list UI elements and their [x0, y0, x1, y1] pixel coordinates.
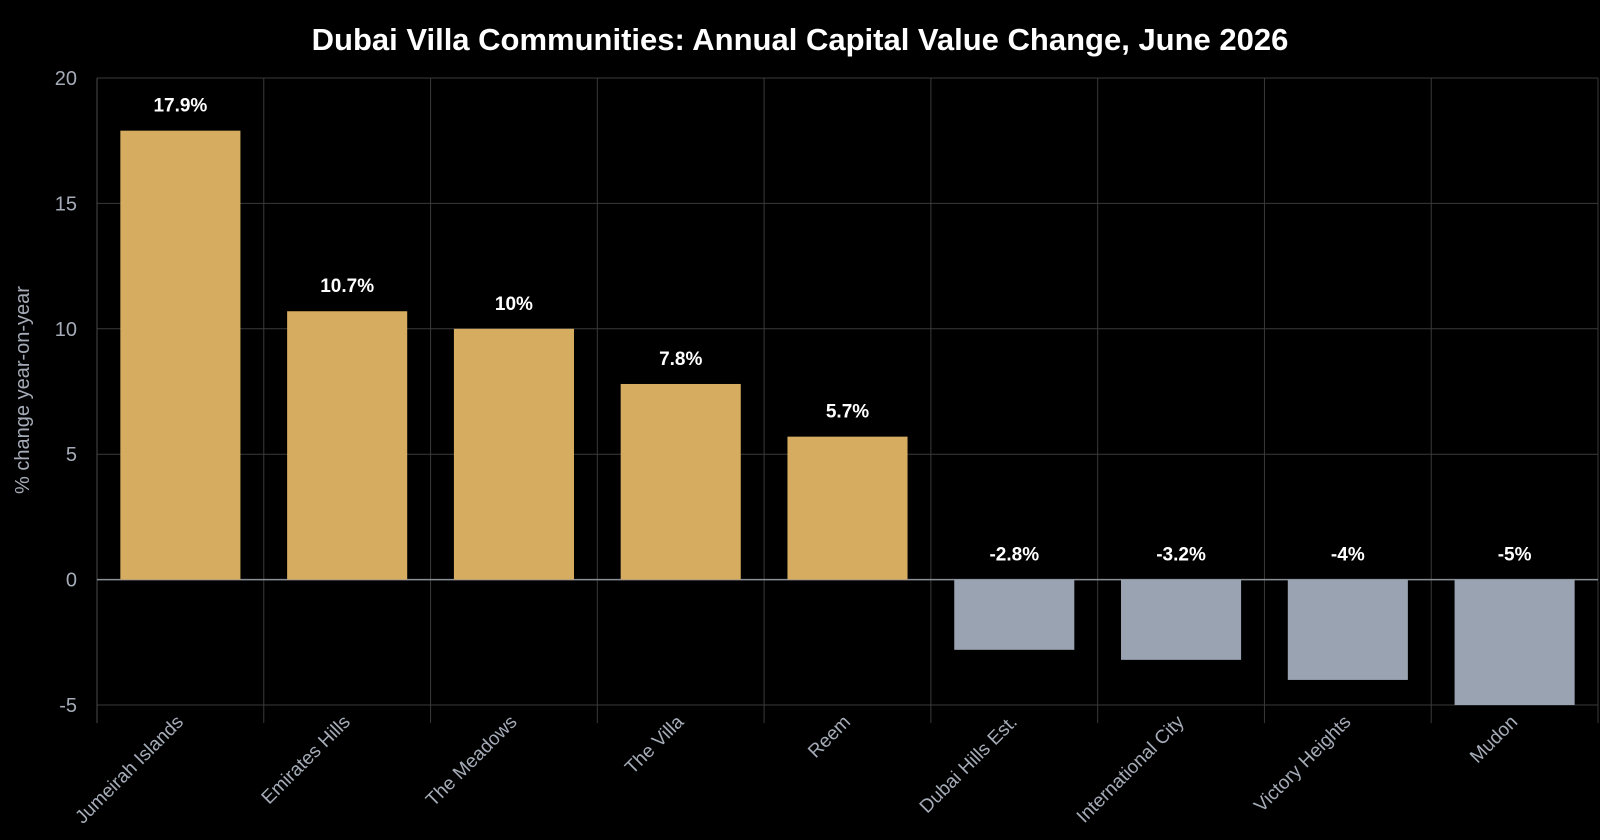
x-tick-label: The Meadows: [422, 712, 521, 811]
y-tick-label: 20: [55, 68, 77, 90]
x-tick-label: Dubai Hills Est.: [916, 712, 1022, 818]
bars-layer: [120, 130, 1575, 705]
x-tick-label: Victory Heights: [1250, 712, 1355, 817]
x-tick-label: International City: [1073, 711, 1189, 827]
data-label: 10.7%: [320, 276, 374, 297]
x-tick-label: Mudon: [1466, 712, 1522, 768]
x-tick-label: Jumeirah Islands: [72, 712, 188, 828]
y-tick-label: -5: [59, 695, 77, 717]
x-tick-label: Reem: [804, 712, 855, 763]
y-tick-label: 0: [66, 570, 77, 592]
x-tick-label: The Villa: [621, 711, 688, 778]
bar: [620, 383, 741, 580]
x-tick-label: Emirates Hills: [258, 712, 355, 809]
bar: [1454, 579, 1575, 705]
data-label: -3.2%: [1156, 545, 1206, 566]
data-label: 10%: [495, 294, 533, 315]
data-label: -5%: [1498, 545, 1532, 566]
y-tick-label: 10: [55, 319, 77, 341]
data-label: 7.8%: [659, 349, 702, 370]
bar: [954, 579, 1075, 650]
y-tick-label: 5: [66, 444, 77, 466]
data-labels-layer: 17.9% 10.7% 10% 7.8% 5.7% -2.8% -3.2% -4% -5%: [153, 96, 1531, 566]
y-axis-ticks: -5 0 5 10 15 20: [55, 68, 77, 717]
chart-title: Dubai Villa Communities: Annual Capital …: [312, 22, 1289, 57]
data-label: -2.8%: [989, 545, 1039, 566]
data-label: -4%: [1331, 545, 1365, 566]
bar: [120, 130, 241, 580]
bar: [287, 311, 408, 580]
y-tick-label: 15: [55, 193, 77, 215]
bar: [787, 436, 908, 580]
bar: [1287, 579, 1408, 680]
bar: [453, 328, 574, 580]
data-label: 5.7%: [826, 402, 869, 423]
data-label: 17.9%: [153, 96, 207, 117]
y-axis-label: % change year-on-year: [12, 286, 34, 494]
x-axis-ticks: Jumeirah Islands Emirates Hills The Meadow…: [72, 711, 1523, 828]
bar: [1121, 579, 1242, 660]
